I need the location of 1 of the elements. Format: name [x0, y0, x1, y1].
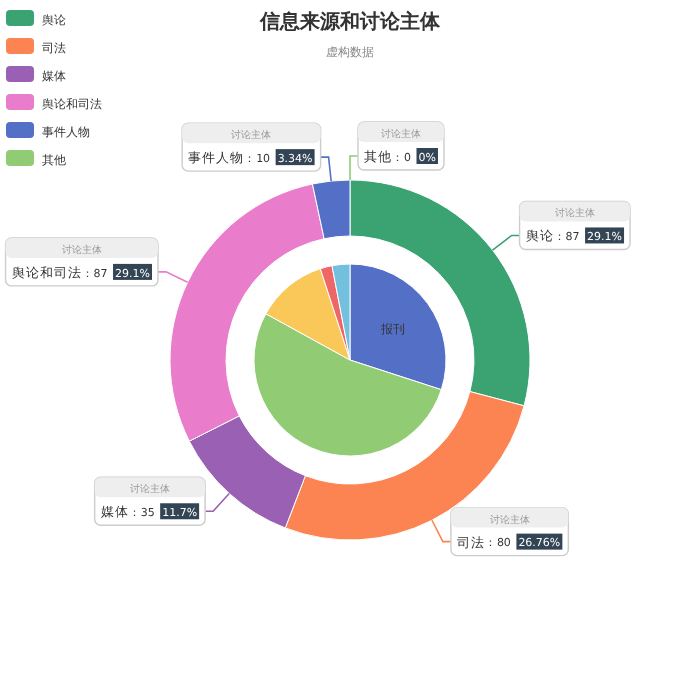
chart-title: 信息来源和讨论主体 — [258, 10, 442, 34]
